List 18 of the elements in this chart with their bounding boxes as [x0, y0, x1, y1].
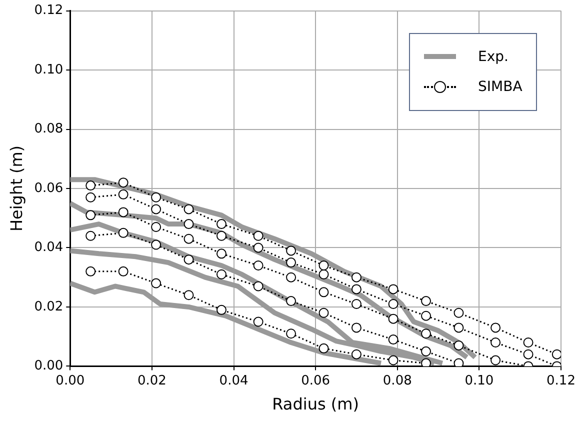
- x-tick-label: 0.04: [219, 373, 248, 388]
- x-tick-label: 0.00: [56, 373, 85, 388]
- y-tick-label: 0.00: [34, 358, 64, 374]
- x-axis-title: Radius (m): [272, 394, 359, 414]
- x-tick-label: 0.06: [301, 373, 330, 388]
- y-tick-label: 0.08: [34, 122, 64, 137]
- legend-label: Exp.: [478, 48, 508, 65]
- y-axis-title: Height (m): [6, 145, 26, 232]
- x-tick-label: 0.10: [464, 373, 494, 388]
- x-tick-label: 0.02: [137, 373, 166, 388]
- legend-label: SIMBA: [478, 78, 522, 95]
- y-tick-label: 0.04: [34, 240, 64, 256]
- y-tick-label: 0.10: [34, 62, 64, 78]
- x-tick-label: 0.08: [382, 373, 412, 388]
- y-tick-label: 0.12: [34, 3, 64, 18]
- x-tick-label: 0.12: [546, 373, 576, 388]
- y-tick-label: 0.06: [34, 180, 64, 196]
- y-tick-label: 0.02: [34, 299, 64, 314]
